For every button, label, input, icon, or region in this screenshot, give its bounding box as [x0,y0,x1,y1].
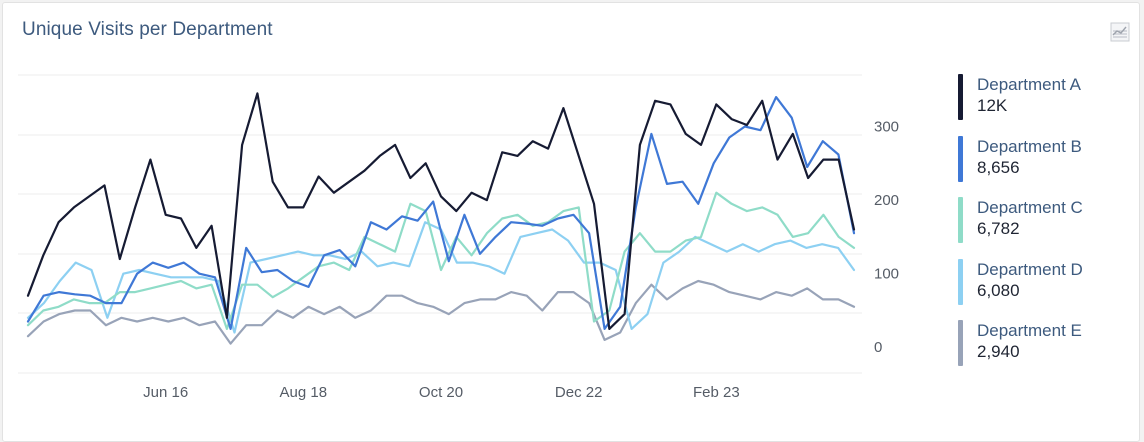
chart-title: Unique Visits per Department [22,19,273,40]
x-tick-label: Feb 23 [693,384,740,401]
legend-swatch [958,258,963,305]
legend-value: 6,782 [977,219,1020,238]
chart-type-icon[interactable] [1110,22,1130,42]
y-axis: 0 100 200 300 [874,119,899,357]
legend-item-department-b[interactable]: Department B 8,656 [958,134,1128,196]
legend-name: Department B [977,136,1082,156]
legend-value: 12K [977,96,1008,115]
legend-item-department-d[interactable]: Department D 6,080 [958,257,1128,319]
x-axis: Jun 16 Aug 18 Oct 20 Dec 22 Feb 23 [143,384,740,401]
series-line-department-d[interactable] [26,221,856,334]
legend-value: 2,940 [977,342,1020,361]
x-tick-label: Dec 22 [555,384,603,401]
legend-name: Department E [977,321,1082,340]
legend-swatch [958,74,963,120]
legend-item-department-e[interactable]: Department E 2,940 [958,318,1128,380]
legend-swatch [958,320,963,366]
legend-item-department-c[interactable]: Department C 6,782 [958,195,1128,257]
x-tick-label: Jun 16 [143,384,188,401]
legend-name: Department A [977,75,1081,94]
y-tick-label: 100 [874,266,899,283]
legend-swatch [958,197,963,243]
legend-name: Department C [977,198,1083,217]
legend-value: 8,656 [977,157,1020,177]
y-tick-label: 0 [874,339,882,356]
series-line-department-a[interactable] [26,92,856,330]
legend-swatch [958,135,963,182]
legend-value: 6,080 [977,280,1020,300]
y-tick-label: 200 [874,192,899,209]
series-line-department-b[interactable] [26,95,856,330]
legend-name: Department D [977,259,1083,279]
x-tick-label: Oct 20 [419,384,463,401]
legend-item-department-a[interactable]: Department A 12K [958,72,1128,134]
series-group [26,92,856,345]
x-tick-label: Aug 18 [280,384,328,401]
series-line-department-e[interactable] [26,279,856,345]
legend: Department A 12K Department B 8,656 Depa… [958,72,1128,380]
y-tick-label: 300 [874,119,899,136]
series-line-department-c[interactable] [26,191,856,330]
